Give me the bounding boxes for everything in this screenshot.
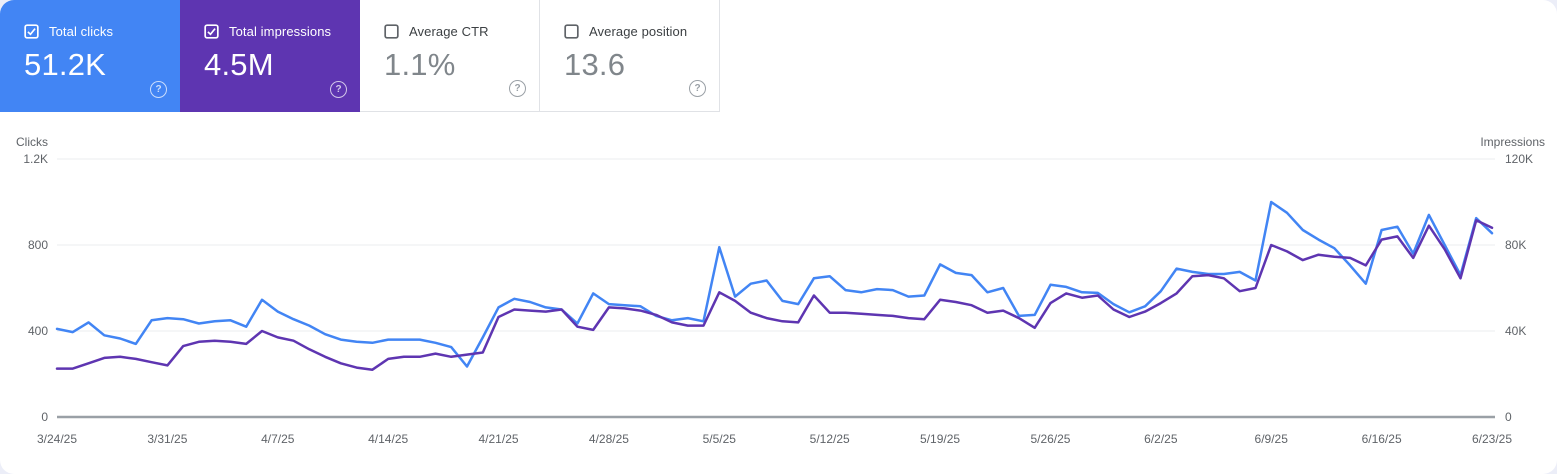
clicks-line bbox=[55, 200, 1494, 368]
checkbox-checked-icon[interactable] bbox=[24, 24, 39, 39]
right-axis-title: Impressions bbox=[1480, 135, 1545, 149]
right-axis-tick: 80K bbox=[1505, 238, 1526, 252]
card-average-ctr[interactable]: Average CTR 1.1% ? bbox=[360, 0, 540, 112]
right-axis-tick: 120K bbox=[1505, 152, 1533, 166]
card-value: 1.1% bbox=[384, 47, 456, 82]
card-label: Total clicks bbox=[49, 24, 114, 39]
help-icon[interactable]: ? bbox=[150, 81, 167, 98]
card-head: Total clicks bbox=[24, 24, 180, 39]
x-axis-label: 4/28/25 bbox=[589, 432, 629, 446]
checkbox-checked-icon[interactable] bbox=[204, 24, 219, 39]
x-axis-label: 5/5/25 bbox=[703, 432, 737, 446]
left-axis-tick: 800 bbox=[28, 238, 48, 252]
card-total-clicks[interactable]: Total clicks 51.2K ? bbox=[0, 0, 180, 112]
card-label: Average CTR bbox=[409, 24, 489, 39]
x-axis-label: 4/21/25 bbox=[479, 432, 519, 446]
card-label: Total impressions bbox=[229, 24, 332, 39]
x-axis-label: 6/16/25 bbox=[1362, 432, 1402, 446]
x-axis-label: 5/19/25 bbox=[920, 432, 960, 446]
card-label: Average position bbox=[589, 24, 688, 39]
x-axis-label: 6/23/25 bbox=[1472, 432, 1512, 446]
x-axis-label: 6/9/25 bbox=[1255, 432, 1289, 446]
card-head: Average CTR bbox=[384, 24, 539, 39]
checkbox-unchecked-icon[interactable] bbox=[564, 24, 579, 39]
x-axis-label: 6/2/25 bbox=[1144, 432, 1178, 446]
left-axis-tick: 1.2K bbox=[23, 152, 48, 166]
metric-cards: Total clicks 51.2K ? Total impressions 4… bbox=[0, 0, 1557, 112]
card-average-position[interactable]: Average position 13.6 ? bbox=[540, 0, 720, 112]
x-axis-label: 3/31/25 bbox=[147, 432, 187, 446]
help-icon[interactable]: ? bbox=[689, 80, 706, 97]
left-axis-tick: 0 bbox=[41, 410, 48, 424]
left-axis-title: Clicks bbox=[16, 135, 48, 149]
card-value: 4.5M bbox=[204, 47, 274, 82]
card-total-impressions[interactable]: Total impressions 4.5M ? bbox=[180, 0, 360, 112]
card-head: Average position bbox=[564, 24, 719, 39]
x-axis-label: 4/7/25 bbox=[261, 432, 295, 446]
x-axis-label: 4/14/25 bbox=[368, 432, 408, 446]
card-value: 13.6 bbox=[564, 47, 626, 82]
right-axis-tick: 40K bbox=[1505, 324, 1526, 338]
help-icon[interactable]: ? bbox=[509, 80, 526, 97]
impressions-line bbox=[55, 219, 1494, 371]
help-icon[interactable]: ? bbox=[330, 81, 347, 98]
card-value: 51.2K bbox=[24, 47, 107, 82]
right-axis-tick: 0 bbox=[1505, 410, 1512, 424]
x-axis-label: 5/12/25 bbox=[810, 432, 850, 446]
left-axis-tick: 400 bbox=[28, 324, 48, 338]
x-axis-label: 3/24/25 bbox=[37, 432, 77, 446]
x-axis-label: 5/26/25 bbox=[1030, 432, 1070, 446]
card-head: Total impressions bbox=[204, 24, 360, 39]
checkbox-unchecked-icon[interactable] bbox=[384, 24, 399, 39]
